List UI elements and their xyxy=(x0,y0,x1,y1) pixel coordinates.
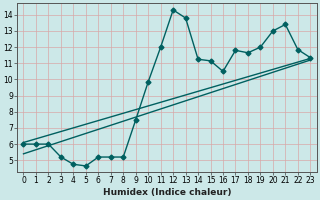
X-axis label: Humidex (Indice chaleur): Humidex (Indice chaleur) xyxy=(103,188,231,197)
